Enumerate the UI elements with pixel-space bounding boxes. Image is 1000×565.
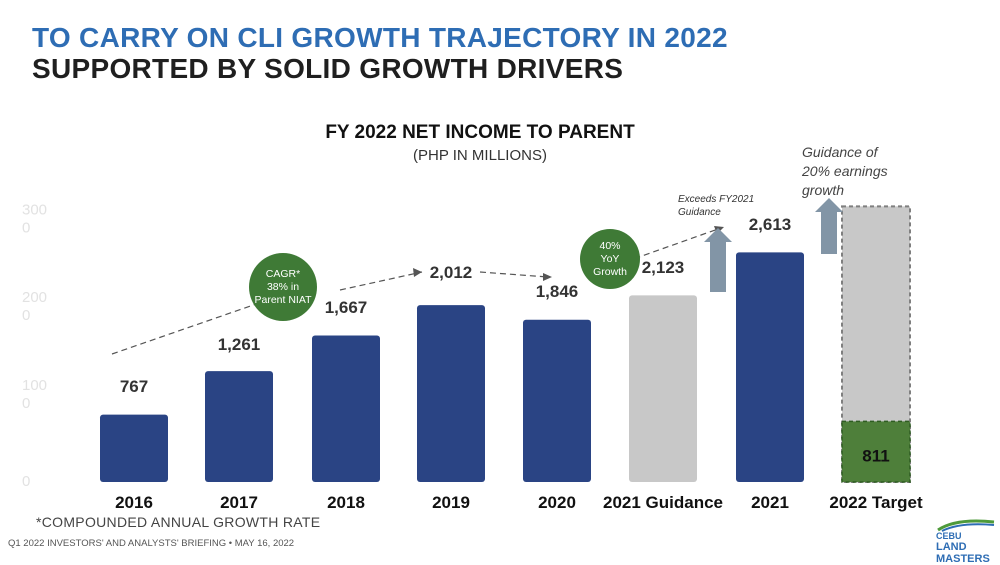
growth-trend-line <box>479 271 549 278</box>
category-label: 2022 Target <box>829 493 923 512</box>
up-arrow-icon <box>815 198 843 254</box>
growth-trend-line <box>339 271 423 291</box>
annotation-line: growth <box>802 182 845 198</box>
trend-arrowhead-icon <box>413 268 422 277</box>
bar <box>312 335 380 482</box>
logo-text-bottom: LAND MASTERS <box>936 541 990 565</box>
growth-trend-line <box>624 228 719 263</box>
bar <box>523 319 591 482</box>
bar-target-achieved <box>841 420 911 483</box>
up-arrow-icon <box>704 228 732 292</box>
bubble-text: Parent NIAT <box>255 294 313 306</box>
page-subtitle: SUPPORTED BY SOLID GROWTH DRIVERS <box>32 53 624 84</box>
bar-value-label: 2,613 <box>749 215 792 234</box>
company-logo: CEBU LAND MASTERS <box>936 518 996 565</box>
bar <box>100 414 168 482</box>
bar-value-label: 2,012 <box>430 263 473 282</box>
bar-value-label: 811 <box>862 446 889 465</box>
annotation-line: 20% earnings <box>802 163 888 179</box>
bar-value-label: 1,846 <box>536 282 579 301</box>
logo-text-top: CEBU <box>936 531 962 541</box>
category-label: 2016 <box>115 493 153 512</box>
page-title: TO CARRY ON CLI GROWTH TRAJECTORY IN 202… <box>32 22 728 53</box>
y-tick-label: 0 <box>22 219 30 236</box>
annotation-guidance-growth: Guidance of 20% earnings growth <box>802 143 922 200</box>
annotation-line: Exceeds FY2021 <box>678 194 755 205</box>
bar-value-label: 1,261 <box>218 335 261 354</box>
y-tick-label: 200 <box>22 289 47 306</box>
annotation-line: Guidance of <box>802 144 878 160</box>
y-tick-label: 0 <box>22 307 30 324</box>
logo-swoosh-icon <box>937 519 995 532</box>
annotation-line: Guidance <box>678 207 721 218</box>
category-label: 2019 <box>432 493 470 512</box>
category-label: 2018 <box>327 493 365 512</box>
bubble-text: YoY <box>601 253 620 265</box>
trend-arrowhead-icon <box>543 273 552 281</box>
bar-value-label: 767 <box>120 377 148 396</box>
growth-trend-line <box>111 301 263 355</box>
growth-bubble <box>249 253 317 321</box>
bar-value-label: 2,123 <box>642 258 685 277</box>
y-tick-label: 0 <box>22 473 30 490</box>
bar <box>736 252 804 482</box>
bar <box>205 371 273 482</box>
footer-text: Q1 2022 INVESTORS' AND ANALYSTS' BRIEFIN… <box>8 538 295 549</box>
y-tick-label: 0 <box>22 395 30 412</box>
category-label: 2021 <box>751 493 789 512</box>
y-tick-label: 300 <box>22 201 47 218</box>
bar <box>417 305 485 482</box>
chart-title: FY 2022 NET INCOME TO PARENT <box>325 122 635 143</box>
category-label: 2020 <box>538 493 576 512</box>
annotation-exceeds-guidance: Exceeds FY2021 Guidance <box>678 193 788 219</box>
category-label: 2021 Guidance <box>603 493 723 512</box>
bubble-text: 38% in <box>267 281 299 293</box>
bubble-text: 40% <box>599 240 620 252</box>
category-label: 2017 <box>220 493 258 512</box>
footnote: *COMPOUNDED ANNUAL GROWTH RATE <box>36 514 321 530</box>
bubble-text: CAGR* <box>266 268 300 280</box>
bar <box>629 295 697 482</box>
chart-subtitle: (PHP IN MILLIONS) <box>413 147 547 164</box>
bubble-text: Growth <box>593 266 627 278</box>
bar-value-label: 1,667 <box>325 298 368 317</box>
y-tick-label: 100 <box>22 377 47 394</box>
growth-bubble <box>580 229 640 289</box>
